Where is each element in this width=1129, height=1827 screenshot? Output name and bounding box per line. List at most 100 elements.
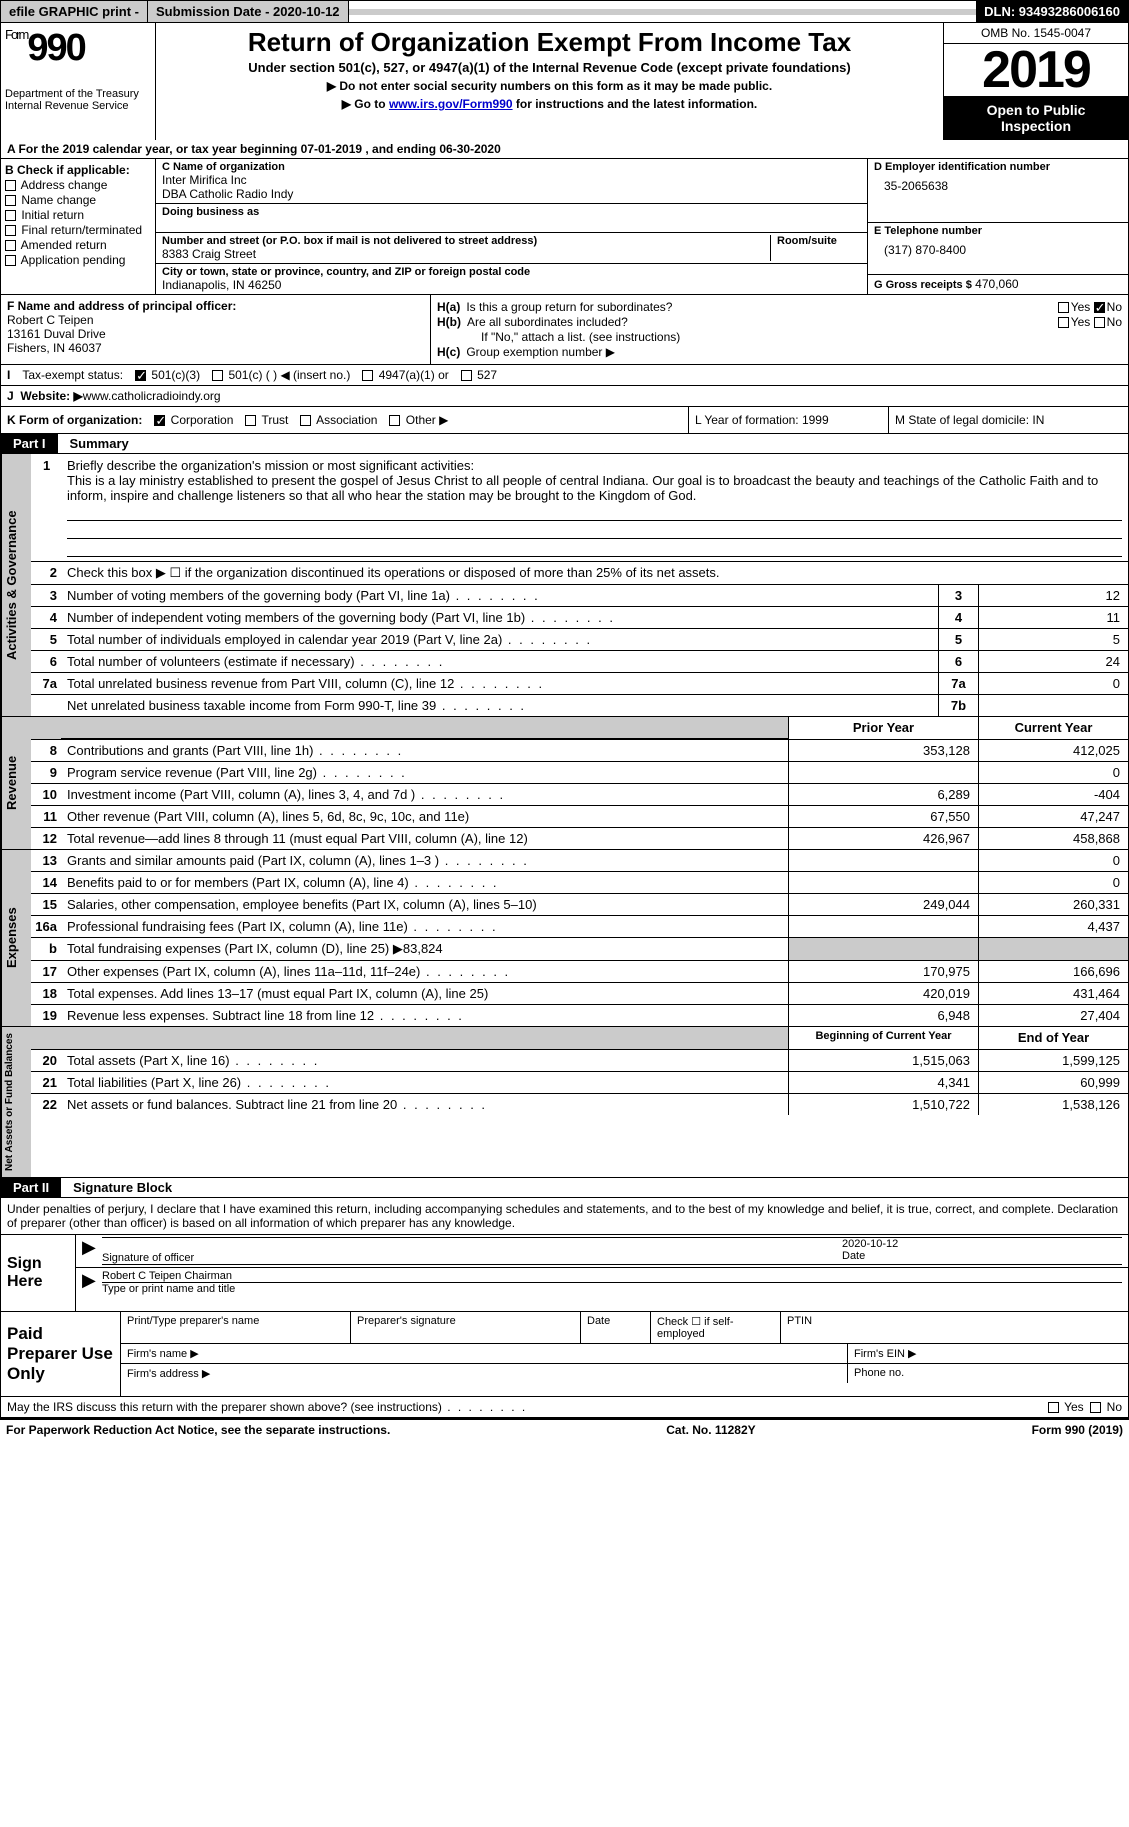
lbl-initial: Initial return (21, 208, 84, 222)
c11: 47,247 (978, 806, 1128, 827)
cb-527[interactable] (461, 370, 472, 381)
cb-ha-yes[interactable] (1058, 302, 1069, 313)
cb-address[interactable] (5, 180, 16, 191)
c10: -404 (978, 784, 1128, 805)
p16a (788, 916, 978, 937)
p16b (788, 938, 978, 960)
street: 8383 Craig Street (162, 247, 764, 261)
cb-discuss-no[interactable] (1090, 1402, 1101, 1413)
line5: Total number of individuals employed in … (61, 629, 938, 650)
cb-name[interactable] (5, 195, 16, 206)
opt-trust: Trust (262, 413, 289, 427)
org-name: Inter Mirifica Inc (162, 173, 861, 187)
tel: (317) 870-8400 (874, 237, 1122, 257)
org-dba: DBA Catholic Radio Indy (162, 187, 861, 201)
line13: Grants and similar amounts paid (Part IX… (61, 850, 788, 871)
period-row: A For the 2019 calendar year, or tax yea… (0, 140, 1129, 159)
c13: 0 (978, 850, 1128, 871)
c8: 412,025 (978, 740, 1128, 761)
line20: Total assets (Part X, line 16) (61, 1050, 788, 1071)
hdr-beginning: Beginning of Current Year (788, 1027, 978, 1049)
form-word: Form (5, 27, 27, 42)
p18: 420,019 (788, 983, 978, 1004)
sig-name: Robert C Teipen Chairman (102, 1270, 1122, 1283)
paid-preparer-block: Paid Preparer Use Only Print/Type prepar… (0, 1312, 1129, 1397)
website-url: www.catholicradioindy.org (83, 389, 221, 403)
p15: 249,044 (788, 894, 978, 915)
part1-title: Summary (58, 434, 141, 453)
c14: 0 (978, 872, 1128, 893)
c9: 0 (978, 762, 1128, 783)
col-f-officer: F Name and address of principal officer:… (1, 295, 431, 364)
c16b (978, 938, 1128, 960)
irs-link[interactable]: www.irs.gov/Form990 (389, 97, 513, 111)
cb-discuss-yes[interactable] (1048, 1402, 1059, 1413)
p20: 1,515,063 (788, 1050, 978, 1071)
line12: Total revenue—add lines 8 through 11 (mu… (61, 828, 788, 849)
officer-addr1: 13161 Duval Drive (7, 327, 424, 341)
v6: 24 (978, 651, 1128, 672)
hdr-end: End of Year (978, 1027, 1128, 1049)
form-number: Form990 (5, 27, 151, 70)
top-bar: efile GRAPHIC print - Submission Date - … (0, 0, 1129, 23)
note-post: for instructions and the latest informat… (513, 97, 758, 111)
ein: 35-2065638 (874, 173, 1122, 193)
c20: 1,599,125 (978, 1050, 1128, 1071)
part2-title: Signature Block (61, 1178, 184, 1197)
dba-label: Doing business as (162, 206, 861, 218)
cb-trust[interactable] (245, 415, 256, 426)
dln: DLN: 93493286006160 (976, 1, 1128, 22)
section-bcde: B Check if applicable: Address change Na… (0, 159, 1129, 295)
cb-corp[interactable] (154, 415, 165, 426)
vtab-net-assets: Net Assets or Fund Balances (1, 1027, 31, 1177)
part2-label: Part II (1, 1178, 61, 1197)
line17: Other expenses (Part IX, column (A), lin… (61, 961, 788, 982)
firm-name-label: Firm's name ▶ (121, 1344, 848, 1363)
cb-initial[interactable] (5, 210, 16, 221)
open-public: Open to Public Inspection (944, 96, 1128, 140)
vtab-expenses: Expenses (1, 850, 31, 1026)
hb-note: If "No," attach a list. (see instruction… (481, 330, 680, 344)
row-i-tax-status: I Tax-exempt status: 501(c)(3) 501(c) ( … (0, 365, 1129, 386)
tel-label: E Telephone number (874, 225, 1122, 237)
lbl-final: Final return/terminated (21, 223, 142, 237)
c17: 166,696 (978, 961, 1128, 982)
cb-ha-no[interactable] (1094, 302, 1105, 313)
col-b-label: B Check if applicable: (5, 163, 151, 177)
cb-application[interactable] (5, 255, 16, 266)
vtab-governance: Activities & Governance (1, 454, 31, 716)
p13 (788, 850, 978, 871)
note-pre: ▶ Go to (342, 97, 389, 111)
v7b (978, 695, 1128, 716)
ptin-label: PTIN (781, 1312, 1128, 1343)
opt-501c: 501(c) ( ) ◀ (insert no.) (228, 368, 350, 382)
form-footer: Form 990 (2019) (1032, 1423, 1123, 1437)
prep-name-label: Print/Type preparer's name (121, 1312, 351, 1343)
ha-label: H(a) (437, 300, 460, 314)
note-ssn: ▶ Do not enter social security numbers o… (160, 79, 939, 93)
line6: Total number of volunteers (estimate if … (61, 651, 938, 672)
line7a: Total unrelated business revenue from Pa… (61, 673, 938, 694)
cb-501c[interactable] (212, 370, 223, 381)
paid-label: Paid Preparer Use Only (1, 1312, 121, 1396)
hc-text: Group exemption number ▶ (466, 345, 615, 359)
year-formation: L Year of formation: 1999 (688, 407, 888, 433)
cb-4947[interactable] (362, 370, 373, 381)
cb-assoc[interactable] (300, 415, 311, 426)
part1-label: Part I (1, 434, 58, 453)
line16b: Total fundraising expenses (Part IX, col… (61, 938, 788, 960)
header-left: Form990 Department of the Treasury Inter… (1, 23, 156, 140)
cb-hb-no[interactable] (1094, 317, 1105, 328)
efile-label[interactable]: efile GRAPHIC print - (1, 1, 148, 22)
line9: Program service revenue (Part VIII, line… (61, 762, 788, 783)
opt-527: 527 (477, 368, 497, 382)
opt-other: Other ▶ (406, 413, 449, 427)
cb-amended[interactable] (5, 240, 16, 251)
cb-final[interactable] (5, 225, 16, 236)
cb-other[interactable] (389, 415, 400, 426)
header-right: OMB No. 1545-0047 2019 Open to Public In… (943, 23, 1128, 140)
dept-treasury: Department of the Treasury Internal Reve… (5, 88, 151, 112)
row-j-website: J Website: ▶ www.catholicradioindy.org (0, 386, 1129, 407)
cb-hb-yes[interactable] (1058, 317, 1069, 328)
cb-501c3[interactable] (135, 370, 146, 381)
